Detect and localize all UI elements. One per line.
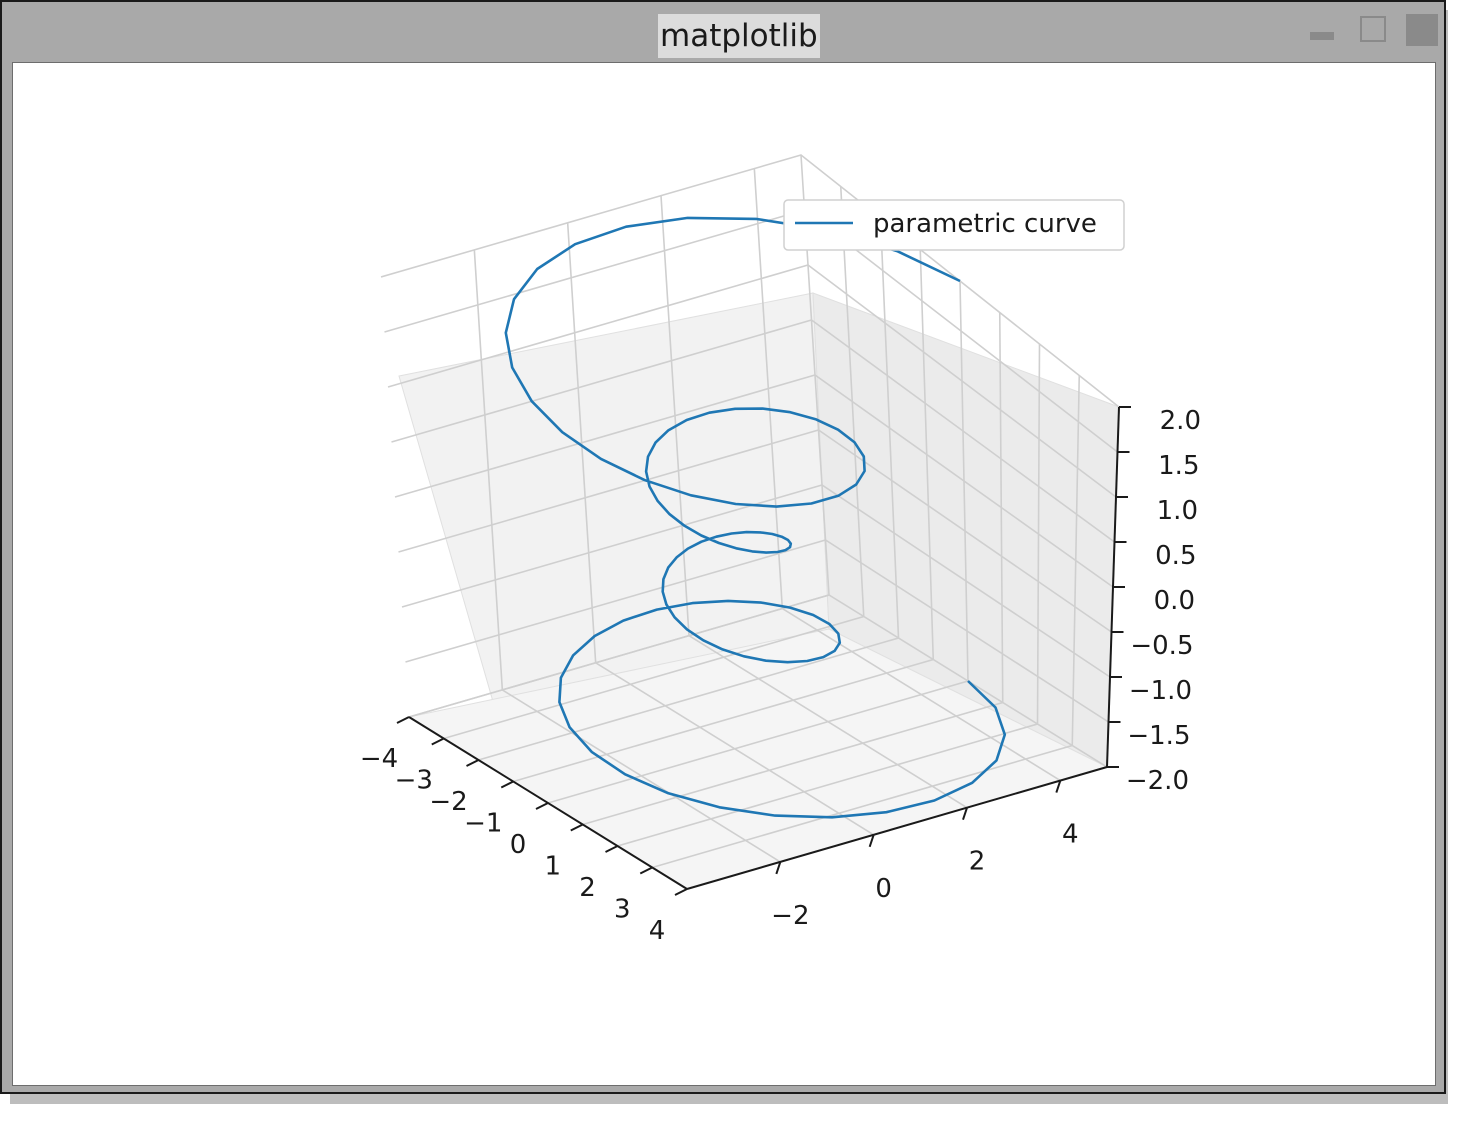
title-bar[interactable]: matplotlib xyxy=(10,10,1438,62)
y-tick-label-1: 0 xyxy=(875,874,892,904)
z-tick-label-3: 0.5 xyxy=(1155,541,1196,571)
y-tick-3 xyxy=(1055,780,1062,793)
x-tick-1 xyxy=(431,737,445,746)
figure-canvas[interactable]: −4 −3 −2 −1 0 1 2 3 4 −2 0 2 4 2.0 1.5 1.0 0.5 0.0 −0.5 −1.… xyxy=(12,62,1436,1086)
y-tick-label-2: 2 xyxy=(969,847,986,877)
x-tick-4 xyxy=(535,802,549,810)
x-tick-label-5: 1 xyxy=(544,852,561,882)
legend-box xyxy=(783,199,1125,251)
y-tick-1 xyxy=(868,834,875,848)
3d-plot: −4−3−2−101234−20242.01.51.00.50.0−0.5−1.… xyxy=(360,154,1201,946)
series-line-parametric-curve xyxy=(504,216,1007,819)
x-tick-label-8: 4 xyxy=(649,916,666,946)
gridline-z-5 xyxy=(398,429,1112,633)
x-tick-2 xyxy=(466,759,479,767)
gridline-z-7 xyxy=(405,539,1109,723)
z-tick-label-4: 0.0 xyxy=(1154,586,1195,616)
y-tick-0 xyxy=(775,861,782,875)
gridlines xyxy=(380,154,1120,890)
gridline-z-4 xyxy=(394,374,1114,588)
x-tick-label-4: 0 xyxy=(510,830,527,860)
z-tick-label-7: −1.5 xyxy=(1127,721,1190,751)
legend-entry-parametric-curve: parametric curve xyxy=(873,209,1097,239)
close-icon[interactable] xyxy=(1406,14,1438,46)
x-tick-3 xyxy=(500,780,514,789)
y-tick-2 xyxy=(962,807,968,820)
z-tick-label-6: −1.0 xyxy=(1129,676,1192,706)
maximize-icon[interactable] xyxy=(1360,16,1386,42)
y-tick-label-3: 4 xyxy=(1062,820,1079,850)
x-tick-8 xyxy=(674,888,688,896)
gridline-z-2 xyxy=(387,264,1117,498)
legend: parametric curve xyxy=(783,199,1125,251)
window-title: matplotlib xyxy=(658,14,820,58)
x-tick-label-7: 3 xyxy=(614,895,631,925)
y-axis-line xyxy=(686,766,1108,890)
axes-panes xyxy=(398,292,1120,890)
x-tick-label-3: −1 xyxy=(464,809,502,839)
y-tick-label-0: −2 xyxy=(771,901,809,931)
x-tick-6 xyxy=(605,845,618,853)
x-tick-label-2: −2 xyxy=(429,787,467,817)
z-tick-label-8: −2.0 xyxy=(1126,766,1189,796)
tick-labels: −4−3−2−101234−20242.01.51.00.50.0−0.5−1.… xyxy=(360,406,1201,946)
minimize-icon[interactable] xyxy=(1310,32,1334,40)
x-tick-5 xyxy=(570,823,584,832)
gridline-z-0 xyxy=(380,154,1120,408)
z-tick-label-0: 2.0 xyxy=(1160,406,1201,436)
x-tick-label-1: −3 xyxy=(395,766,433,796)
z-tick-label-1: 1.5 xyxy=(1158,451,1199,481)
ticks xyxy=(396,406,1131,896)
x-tick-7 xyxy=(639,866,653,875)
z-tick-label-5: −0.5 xyxy=(1130,631,1193,661)
x-tick-label-6: 2 xyxy=(579,873,596,903)
gridline-z-8 xyxy=(408,594,1108,768)
x-tick-0 xyxy=(396,716,410,724)
z-tick-label-2: 1.0 xyxy=(1157,496,1198,526)
x-tick-label-0: −4 xyxy=(360,744,398,774)
gridline-z-6 xyxy=(401,484,1111,678)
